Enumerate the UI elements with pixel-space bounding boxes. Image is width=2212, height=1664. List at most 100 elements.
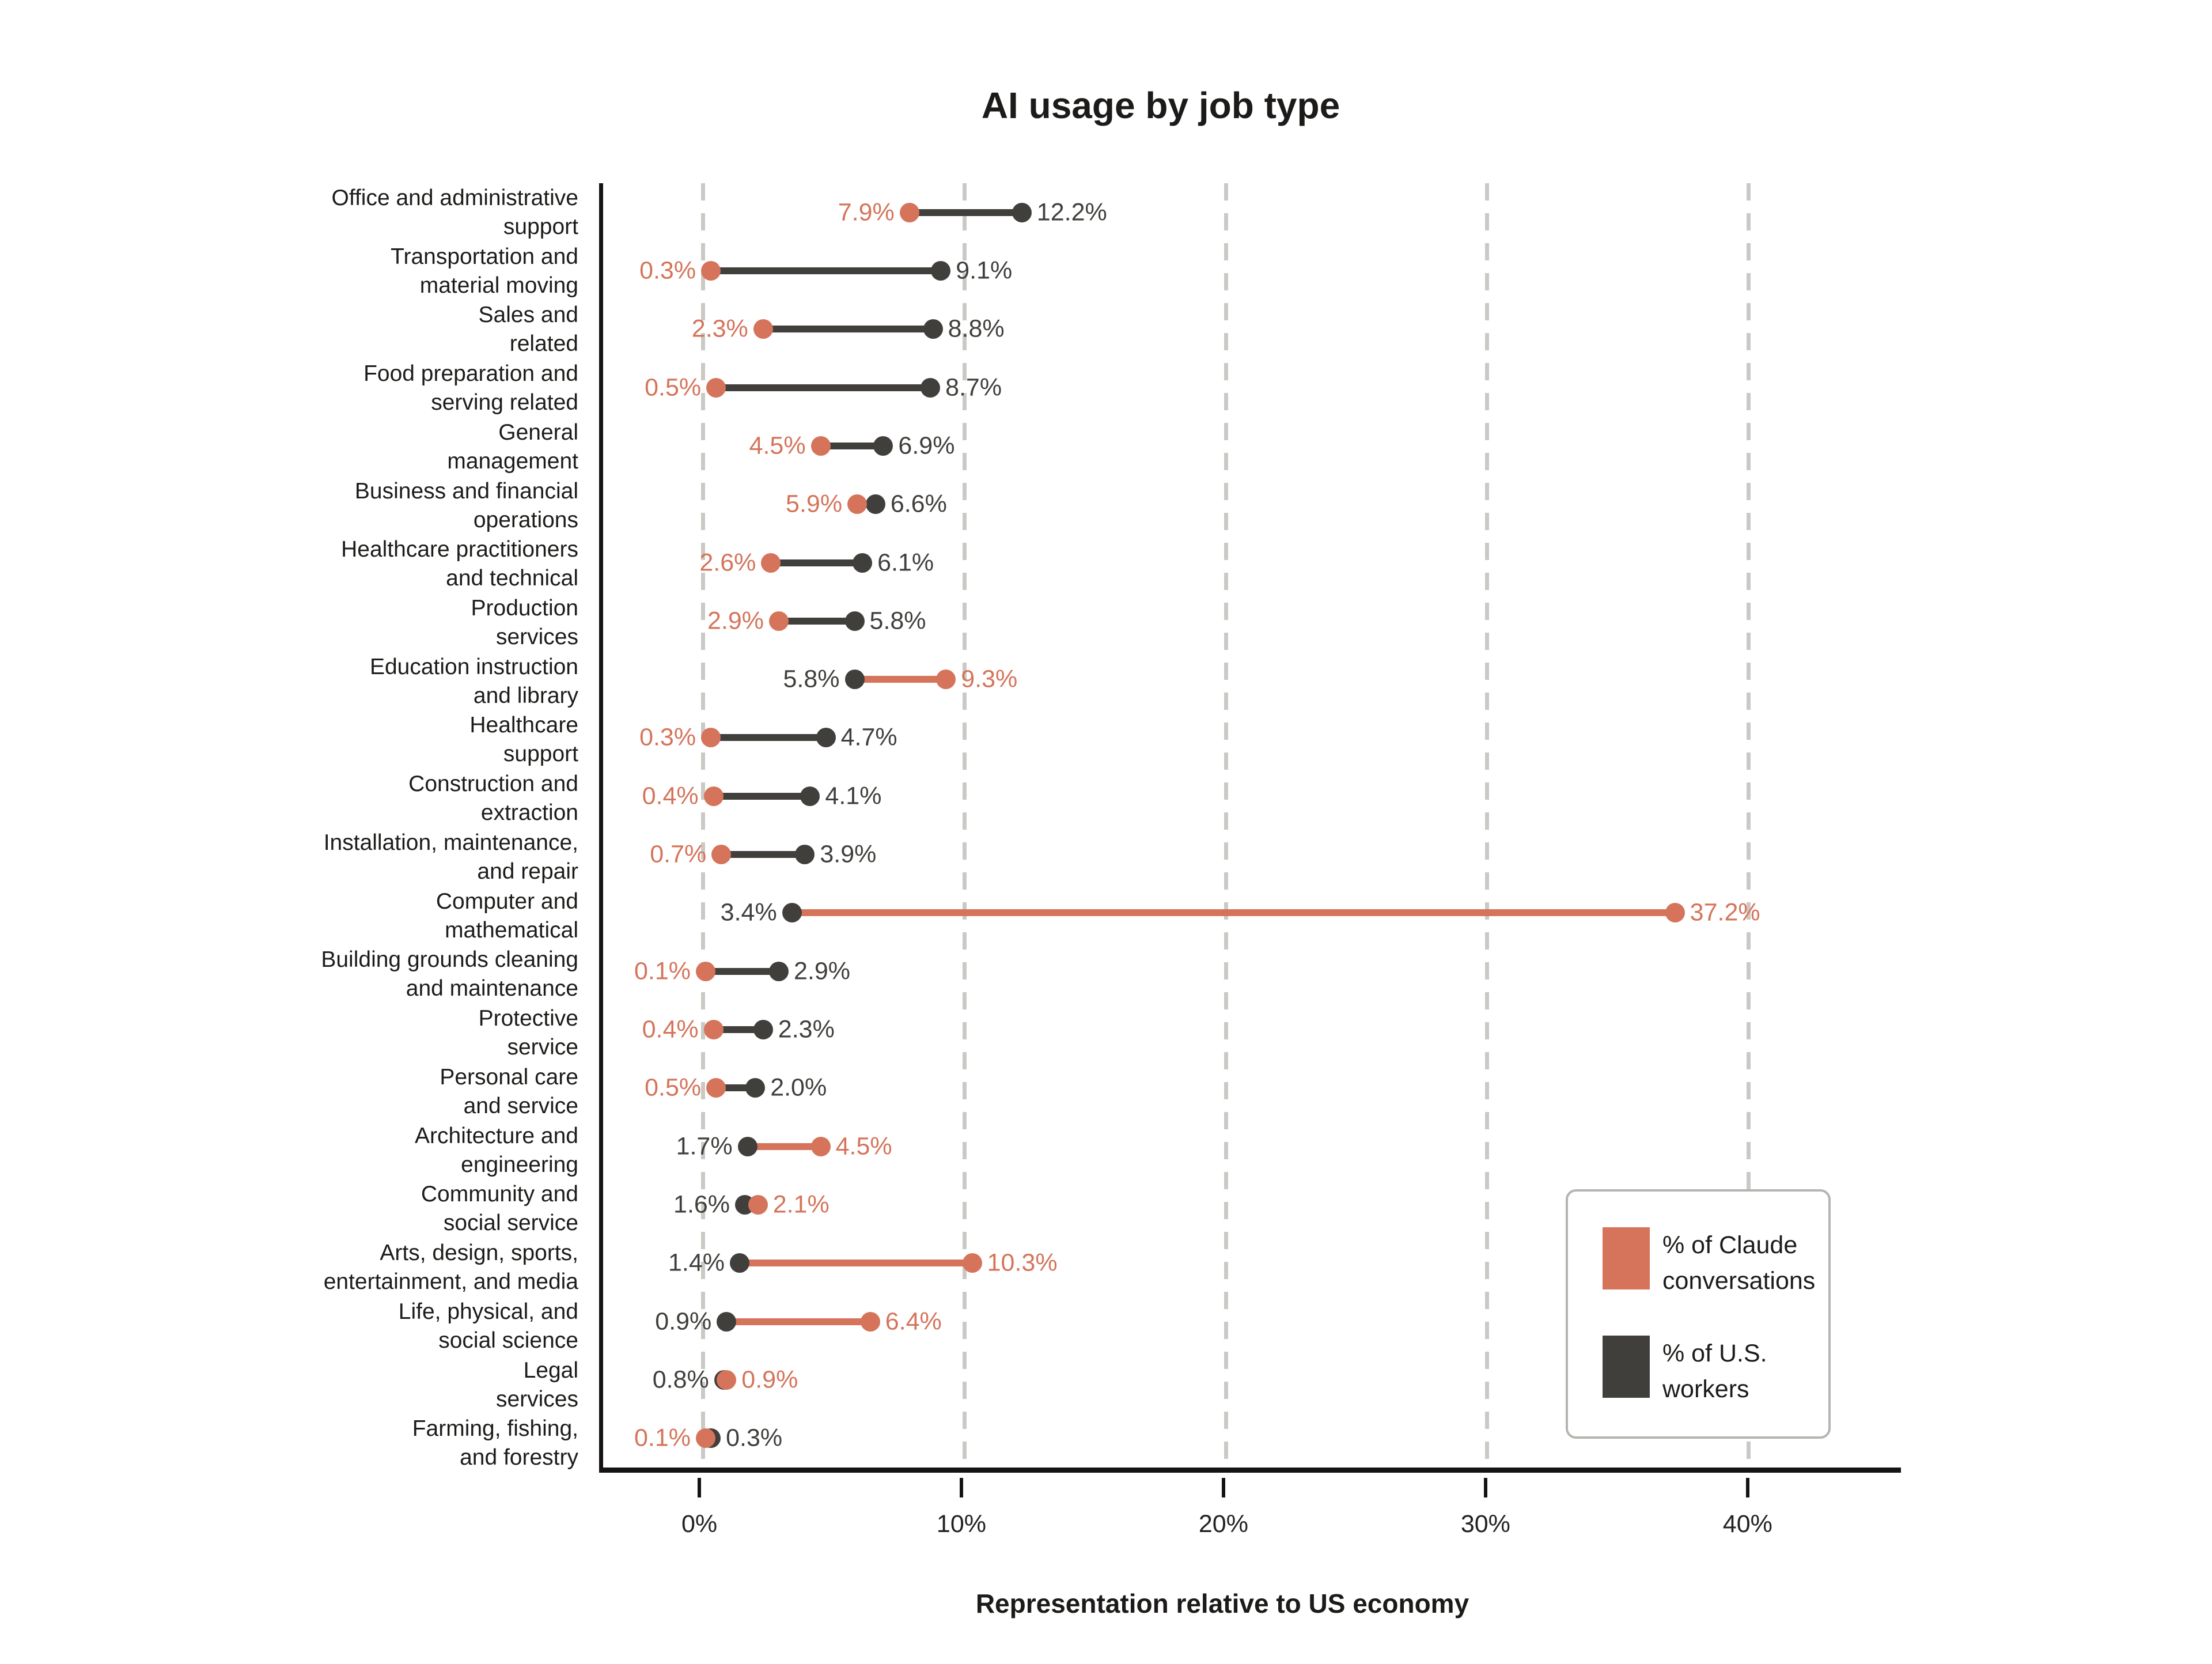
x-tick-40% [1745,1478,1749,1497]
dumbbell-row: 3.4% 37.2% [603,884,1901,942]
workers-dot [931,260,951,281]
chart-title: AI usage by job type [981,85,1340,126]
legend: % of Claude conversations % of U.S. worke… [1566,1189,1831,1439]
workers-value-label: 0.3% [726,1424,783,1452]
dumbbell-row: 5.9% 6.6% [603,475,1901,534]
connector-line [713,1026,763,1034]
workers-dot [717,1311,737,1332]
x-tick-20% [1221,1478,1225,1497]
claude-value-label: 2.6% [699,549,756,577]
workers-value-label: 6.1% [877,549,934,577]
category-label-cell: Computer and mathematical [0,887,578,946]
claude-dot [769,611,789,631]
dumbbell-row: 0.4% 2.3% [603,1000,1901,1058]
claude-value-label: 4.5% [835,1132,892,1160]
workers-dot [921,377,941,398]
legend-entry-claude: % of Claude conversations [1603,1227,1828,1299]
workers-dot [782,903,802,923]
category-label-cell: General management [0,418,578,476]
workers-value-label: 6.6% [890,490,947,518]
dumbbell-row: 0.3% 4.7% [603,709,1901,767]
category-label-cell: Protective service [0,1004,578,1062]
claude-dot [703,1020,724,1040]
category-label: Arts, design, sports, entertainment, and… [323,1241,578,1295]
workers-dot [729,1253,749,1273]
workers-dot [769,961,789,981]
claude-value-label: 2.1% [772,1190,830,1219]
category-label: Production services [471,596,578,649]
workers-value-label: 3.4% [720,898,777,926]
workers-dot [737,1136,757,1156]
category-label: Life, physical, and social science [398,1299,578,1353]
connector-line [739,1260,972,1267]
claude-dot [701,260,721,281]
category-label: Transportation and material moving [391,244,578,298]
category-label-cell: Personal care and service [0,1062,578,1121]
dumbbell-row: 0.9% 6.4% [603,1292,1901,1351]
connector-line [706,967,779,975]
claude-dot [706,1078,726,1098]
connector-line [721,851,805,859]
category-label-cell: Farming, fishing, and forestry [0,1414,578,1473]
category-label-cell: Office and administrative support [0,183,579,242]
claude-value-label: 0.1% [634,1424,691,1452]
claude-dot [703,786,724,806]
x-tick-30% [1483,1478,1487,1497]
category-label-cell: Education instruction and library [0,652,578,711]
claude-value-label: 0.3% [639,256,696,285]
claude-value-label: 9.3% [961,665,1018,693]
workers-value-label: 4.1% [825,782,882,810]
connector-line [726,1318,870,1325]
category-label: Computer and mathematical [435,888,578,943]
workers-dot [873,436,893,456]
workers-value-label: 8.8% [948,315,1005,343]
x-axis-ticks: 0% 10% 20% 30% 40% [599,1478,1901,1559]
claude-dot [847,494,868,515]
category-label-cell: Architecture and engineering [0,1121,578,1180]
connector-line [779,617,855,625]
dumbbell-row: 2.9% 5.8% [603,592,1901,650]
x-tick-label: 40% [1722,1510,1772,1538]
category-label: Office and administrative support [331,185,579,239]
legend-entry-workers: % of U.S. workers [1603,1336,1828,1407]
workers-value-label: 1.7% [676,1132,733,1160]
dumbbell-row: 2.6% 6.1% [603,534,1901,592]
dumbbell-row: 1.4% 10.3% [603,1234,1901,1292]
claude-value-label: 0.9% [741,1366,798,1394]
category-label-cell: Life, physical, and social science [0,1297,578,1356]
legend-label-workers: % of U.S. workers [1662,1340,1767,1403]
category-label-cell: Transportation and material moving [0,242,578,301]
workers-value-label: 1.6% [673,1190,730,1219]
dumbbell-row: 0.5% 2.0% [603,1059,1901,1117]
claude-value-label: 4.5% [749,432,806,460]
workers-value-label: 6.9% [898,432,955,460]
workers-value-label: 8.7% [945,373,1002,402]
claude-dot [753,319,773,339]
category-label: Personal care and service [440,1064,578,1118]
workers-value-label: 5.8% [783,665,840,693]
dumbbell-row: 0.3% 9.1% [603,241,1901,300]
category-label: Installation, maintenance, and repair [323,830,578,884]
x-axis-title: Representation relative to US economy [975,1589,1469,1618]
claude-value-label: 6.4% [885,1307,942,1336]
connector-line [713,792,810,800]
dumbbell-row: 4.5% 6.9% [603,417,1901,475]
workers-dot [816,728,836,748]
workers-value-label: 4.7% [840,723,897,751]
dumbbell-row: 0.1% 0.3% [603,1409,1901,1468]
claude-value-label: 0.1% [634,957,691,985]
connector-line [716,1084,756,1092]
category-label-cell: Healthcare practitioners and technical [0,535,578,593]
claude-dot [711,845,732,865]
claude-value-label: 7.9% [838,198,895,226]
plot-area: 7.9% 12.2% 0.3% 9.1% 2.3% 8.8% 0.5% 8.7% 4.5% 6.9… [599,183,1901,1473]
claude-dot [706,377,726,398]
connector-line [711,734,826,742]
workers-dot [844,670,865,690]
legend-label-claude: % of Claude conversations [1662,1231,1816,1295]
claude-dot [899,202,919,222]
dumbbell-row: 7.9% 12.2% [603,183,1901,241]
gridline-10% [963,183,967,1468]
gridline-0% [701,183,706,1468]
connector-line [791,909,1675,917]
